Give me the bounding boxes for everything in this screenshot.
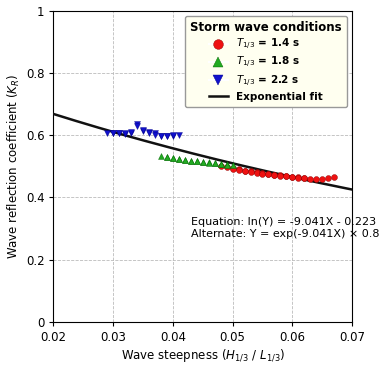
Point xyxy=(319,176,325,182)
Y-axis label: Wave reflection coefficient ($K_R$): Wave reflection coefficient ($K_R$) xyxy=(5,74,22,259)
Point xyxy=(146,129,152,135)
Point xyxy=(170,132,176,138)
Point xyxy=(224,161,230,167)
Point xyxy=(277,173,283,179)
Point xyxy=(229,166,236,172)
Point xyxy=(128,129,134,135)
Point xyxy=(182,157,188,163)
Point xyxy=(224,164,230,170)
Point xyxy=(176,157,182,162)
Point xyxy=(218,161,224,167)
Point xyxy=(194,158,200,164)
Point xyxy=(301,175,307,181)
Point xyxy=(277,172,283,178)
Point xyxy=(283,173,290,179)
Point xyxy=(188,158,194,164)
Point xyxy=(248,168,254,174)
Point xyxy=(331,174,337,180)
Point xyxy=(140,128,146,134)
X-axis label: Wave steepness ($H_{1/3}$ / $L_{1/3}$): Wave steepness ($H_{1/3}$ / $L_{1/3}$) xyxy=(121,348,285,364)
Point xyxy=(182,157,188,162)
Point xyxy=(158,152,164,158)
Point xyxy=(116,131,122,137)
Point xyxy=(158,133,164,139)
Point xyxy=(241,168,248,174)
Point xyxy=(164,133,170,139)
Point xyxy=(200,159,206,165)
Point xyxy=(283,174,290,179)
Point xyxy=(265,171,271,176)
Point xyxy=(212,160,218,166)
Point xyxy=(140,127,146,133)
Point xyxy=(170,155,176,161)
Point xyxy=(206,160,212,166)
Point xyxy=(116,130,122,135)
Point xyxy=(253,169,259,175)
Point xyxy=(271,172,278,178)
Point xyxy=(110,131,116,137)
Point xyxy=(313,176,319,182)
Point xyxy=(259,170,266,176)
Point xyxy=(104,130,110,135)
Point xyxy=(152,131,158,137)
Text: Equation: ln(Y) = -9.041X - 0.223
Alternate: Y = exp(-9.041X) × 0.8: Equation: ln(Y) = -9.041X - 0.223 Altern… xyxy=(191,218,379,239)
Point xyxy=(271,172,278,178)
Point xyxy=(122,131,128,137)
Point xyxy=(164,154,170,160)
Point xyxy=(152,132,158,138)
Point xyxy=(224,162,230,168)
Point xyxy=(134,121,140,127)
Point xyxy=(170,133,176,139)
Point xyxy=(248,169,254,175)
Point xyxy=(194,158,200,164)
Point xyxy=(200,159,206,165)
Point xyxy=(170,155,176,161)
Point xyxy=(164,133,170,139)
Point xyxy=(229,162,236,168)
Legend: $T_{1/3}$ = 1.4 s, $T_{1/3}$ = 1.8 s, $T_{1/3}$ = 2.2 s, Exponential fit: $T_{1/3}$ = 1.4 s, $T_{1/3}$ = 1.8 s, $T… xyxy=(185,16,347,107)
Point xyxy=(212,160,218,166)
Point xyxy=(259,171,266,176)
Point xyxy=(176,156,182,162)
Point xyxy=(289,174,295,180)
Point xyxy=(158,133,164,139)
Point xyxy=(289,174,295,180)
Point xyxy=(146,130,152,135)
Point xyxy=(164,154,170,159)
Point xyxy=(301,175,307,181)
Point xyxy=(265,171,271,177)
Point xyxy=(134,123,140,129)
Point xyxy=(188,158,194,164)
Point xyxy=(128,130,134,136)
Point xyxy=(236,167,242,173)
Point xyxy=(218,163,224,169)
Point xyxy=(206,159,212,165)
Point xyxy=(295,175,301,181)
Point xyxy=(110,130,116,136)
Point xyxy=(176,132,182,138)
Point xyxy=(236,166,242,172)
Point xyxy=(229,165,236,171)
Point xyxy=(325,175,331,181)
Point xyxy=(241,168,248,174)
Point xyxy=(253,170,259,176)
Point xyxy=(122,131,128,137)
Point xyxy=(218,161,224,167)
Point xyxy=(307,176,313,182)
Point xyxy=(295,174,301,180)
